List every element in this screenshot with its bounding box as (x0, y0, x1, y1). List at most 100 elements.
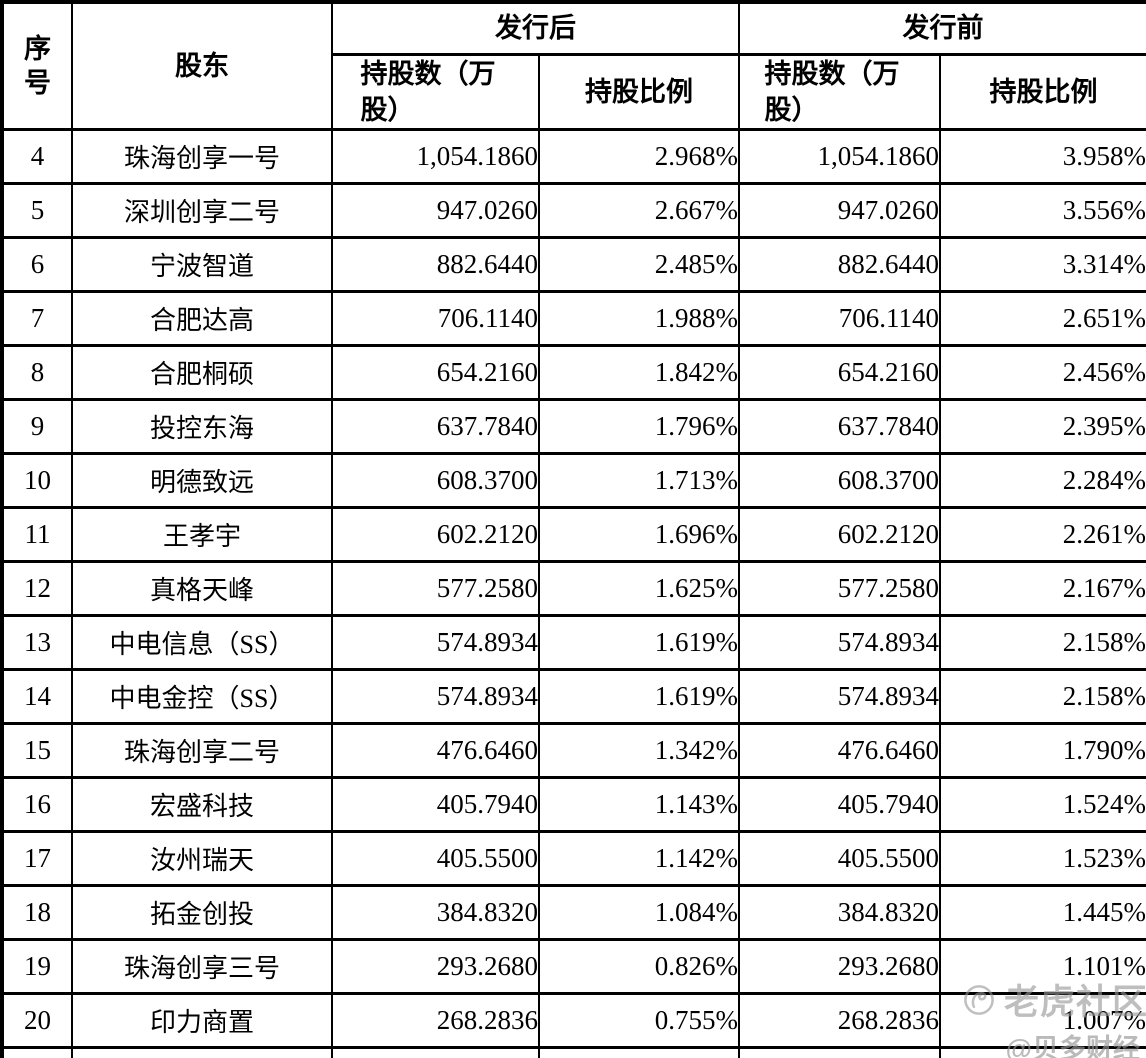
row-number-cell: 6 (1, 235, 73, 293)
pre-issue-shares-cell: 947.0260 (738, 181, 941, 239)
table-row: 6 宁波智道 882.6440 2.485% 882.6440 3.314% (1, 235, 1146, 293)
row-number-cell: 16 (1, 775, 73, 833)
pre-issue-ratio-cell: 1.524% (939, 775, 1146, 833)
post-issue-shares-cell: 882.6440 (331, 235, 540, 293)
post-issue-shares-cell: 706.1140 (331, 289, 540, 347)
header-post-shares-label: 持股数（万股） (360, 58, 496, 125)
table-row: 17 汝州瑞天 405.5500 1.142% 405.5500 1.523% (1, 829, 1146, 887)
post-issue-shares-cell: 574.8934 (331, 613, 540, 671)
post-issue-ratio-cell: 1.619% (538, 613, 740, 671)
row-number-cell: 19 (1, 937, 73, 995)
row-number-cell: 5 (1, 181, 73, 239)
shareholder-name-cell: 宏盛科技 (71, 775, 333, 833)
pre-issue-shares-cell: 405.5500 (738, 829, 941, 887)
table-row: 9 投控东海 637.7840 1.796% 637.7840 2.395% (1, 397, 1146, 455)
pre-issue-ratio-cell: 1.790% (939, 721, 1146, 779)
pre-issue-shares-cell: 706.1140 (738, 289, 941, 347)
pre-issue-ratio-cell: 3.314% (939, 235, 1146, 293)
shareholder-name-cell: 珠海创享三号 (71, 937, 333, 995)
row-number-cell: 13 (1, 613, 73, 671)
post-issue-shares-cell: 608.3700 (331, 451, 540, 509)
header-sub-row: 持股数（万股） 持股比例 持股数（万股） 持股比例 (2, 52, 1146, 131)
shareholder-name-cell: 王孝宇 (71, 505, 333, 563)
pre-issue-shares-cell: 574.8934 (738, 613, 941, 671)
pre-issue-ratio-cell: 2.261% (939, 505, 1146, 563)
pre-issue-shares-cell: 637.7840 (738, 397, 941, 455)
post-issue-ratio-cell: 1.142% (538, 829, 740, 887)
post-issue-ratio-cell: 0.826% (538, 937, 740, 995)
pre-issue-shares-cell (738, 1045, 941, 1058)
post-issue-ratio-cell (538, 1045, 740, 1058)
pre-issue-ratio-cell: 2.395% (939, 397, 1146, 455)
post-issue-ratio-cell: 1.342% (538, 721, 740, 779)
shareholder-name-cell: 真格天峰 (71, 559, 333, 617)
pre-issue-ratio-cell: 1.445% (939, 883, 1146, 941)
table-row: 12 真格天峰 577.2580 1.625% 577.2580 2.167% (1, 559, 1146, 617)
pre-issue-shares-cell: 405.7940 (738, 775, 941, 833)
row-number-cell: 10 (1, 451, 73, 509)
post-issue-shares-cell: 384.8320 (331, 883, 540, 941)
post-issue-ratio-cell: 1.619% (538, 667, 740, 725)
row-number-cell: 17 (1, 829, 73, 887)
row-number-cell: 9 (1, 397, 73, 455)
post-issue-ratio-cell: 1.143% (538, 775, 740, 833)
shareholder-name-cell: 汝州瑞天 (71, 829, 333, 887)
row-number-cell: 15 (1, 721, 73, 779)
post-issue-ratio-cell: 1.842% (538, 343, 740, 401)
pre-issue-ratio-cell: 3.958% (939, 127, 1146, 185)
shareholder-name-cell: 深圳创享二号 (71, 181, 333, 239)
header-post-shares: 持股数（万股） (331, 52, 540, 131)
shareholder-name-cell: 印力商置 (71, 991, 333, 1049)
row-number-cell: 7 (1, 289, 73, 347)
post-issue-shares-cell: 574.8934 (331, 667, 540, 725)
pre-issue-ratio-cell: 2.284% (939, 451, 1146, 509)
row-number-cell: 18 (1, 883, 73, 941)
table-row: 8 合肥桐硕 654.2160 1.842% 654.2160 2.456% (1, 343, 1146, 401)
header-post-issue-group: 发行后 (331, 0, 740, 56)
row-number-cell: 12 (1, 559, 73, 617)
pre-issue-ratio-cell: 1.523% (939, 829, 1146, 887)
header-pre-issue-group: 发行前 (738, 0, 1146, 56)
post-issue-ratio-cell: 1.988% (538, 289, 740, 347)
table-row: 7 合肥达高 706.1140 1.988% 706.1140 2.651% (1, 289, 1146, 347)
pre-issue-ratio-cell (939, 1045, 1146, 1058)
post-issue-shares-cell: 268.2836 (331, 991, 540, 1049)
post-issue-ratio-cell: 1.696% (538, 505, 740, 563)
table-row: 14 中电金控（SS） 574.8934 1.619% 574.8934 2.1… (1, 667, 1146, 725)
pre-issue-ratio-cell: 2.158% (939, 613, 1146, 671)
post-issue-shares-cell: 476.6460 (331, 721, 540, 779)
pre-issue-shares-cell: 268.2836 (738, 991, 941, 1049)
shareholder-name-cell: 宁波智道 (71, 235, 333, 293)
post-issue-shares-cell (331, 1045, 540, 1058)
pre-issue-shares-cell: 577.2580 (738, 559, 941, 617)
post-issue-shares-cell: 293.2680 (331, 937, 540, 995)
table-row: 13 中电信息（SS） 574.8934 1.619% 574.8934 2.1… (1, 613, 1146, 671)
table-row: 19 珠海创享三号 293.2680 0.826% 293.2680 1.101… (1, 937, 1146, 995)
pre-issue-shares-cell: 293.2680 (738, 937, 941, 995)
pre-issue-shares-cell: 476.6460 (738, 721, 941, 779)
shareholder-name-cell: 投控东海 (71, 397, 333, 455)
post-issue-shares-cell: 602.2120 (331, 505, 540, 563)
table-row-partial (1, 1045, 1146, 1058)
shareholder-name-cell: 拓金创投 (71, 883, 333, 941)
row-number-cell: 4 (1, 127, 73, 185)
header-row-number: 序号 (1, 0, 73, 131)
table-row: 20 印力商置 268.2836 0.755% 268.2836 1.007% (1, 991, 1146, 1049)
pre-issue-shares-cell: 1,054.1860 (738, 127, 941, 185)
pre-issue-ratio-cell: 2.456% (939, 343, 1146, 401)
post-issue-shares-cell: 405.7940 (331, 775, 540, 833)
row-number-cell: 14 (1, 667, 73, 725)
row-number-cell: 11 (1, 505, 73, 563)
table-row: 11 王孝宇 602.2120 1.696% 602.2120 2.261% (1, 505, 1146, 563)
post-issue-ratio-cell: 2.485% (538, 235, 740, 293)
table-row: 4 珠海创享一号 1,054.1860 2.968% 1,054.1860 3.… (1, 127, 1146, 185)
header-group-row: 序号 股东 发行后 发行前 (1, 0, 1146, 131)
pre-issue-shares-cell: 882.6440 (738, 235, 941, 293)
pre-issue-shares-cell: 608.3700 (738, 451, 941, 509)
table-row: 10 明德致远 608.3700 1.713% 608.3700 2.284% (1, 451, 1146, 509)
table-row: 15 珠海创享二号 476.6460 1.342% 476.6460 1.790… (1, 721, 1146, 779)
pre-issue-ratio-cell: 1.101% (939, 937, 1146, 995)
header-row-number-label: 序号 (24, 33, 51, 98)
post-issue-ratio-cell: 1.084% (538, 883, 740, 941)
